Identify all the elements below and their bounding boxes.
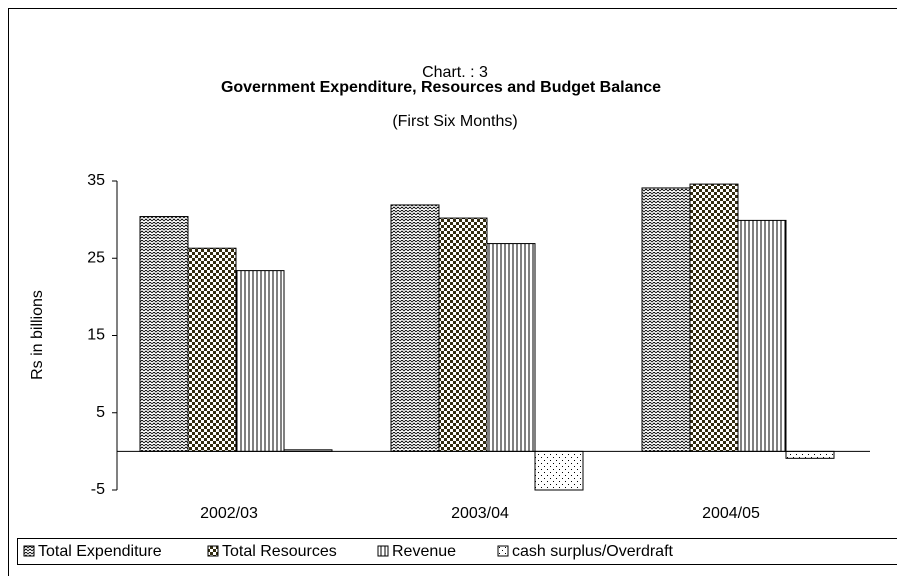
bar [235,270,285,452]
bar [737,219,787,452]
x-tick-label: 2003/04 [451,505,509,522]
legend-label: Total Expenditure [38,543,162,560]
legend-label: Revenue [392,543,456,560]
x-tick-label: 2004/05 [702,505,760,522]
legend-swatch [377,545,389,557]
legend-swatch [207,545,219,557]
bar [641,187,691,452]
bar [689,183,739,452]
bar [486,243,536,452]
y-tick-label: 25 [87,249,105,266]
y-tick-label: 5 [96,404,105,421]
bar [187,247,237,452]
y-axis-label: Rs in billions [29,290,46,380]
chart-subtitle: (First Six Months) [392,113,517,130]
y-tick-label: -5 [91,481,105,498]
bar [139,216,189,452]
bar [785,450,835,459]
chart-title: Government Expenditure, Resources and Bu… [221,79,661,96]
chart-label: Chart. : 3 [422,64,488,81]
bar [390,204,440,452]
legend-label: Total Resources [222,543,337,560]
y-tick-label: 35 [87,172,105,189]
legend-box [17,538,897,565]
bar [438,217,488,452]
legend-swatch [23,545,35,557]
bar [534,450,584,491]
x-tick-label: 2002/03 [200,505,258,522]
legend-swatch [497,545,509,557]
y-tick-label: 15 [87,327,105,344]
legend-label: cash surplus/Overdraft [512,543,674,560]
